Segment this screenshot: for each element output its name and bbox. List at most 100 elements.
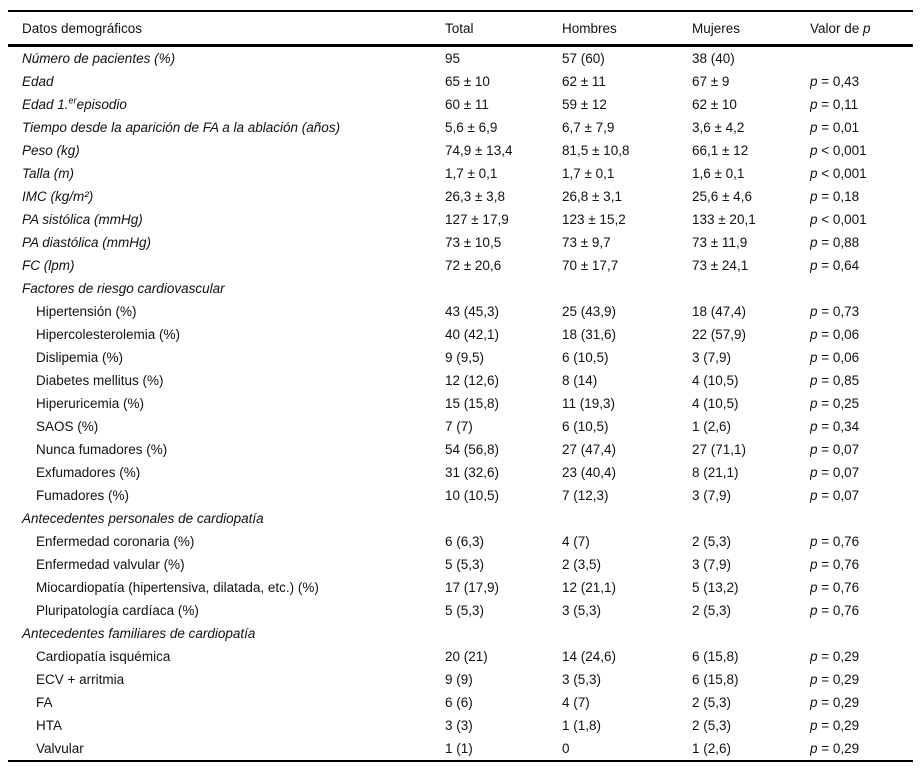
row-label: ECV + arritmia (36, 672, 125, 687)
cell-p-value: p = 0,85 (810, 373, 860, 388)
cell-p-value (810, 507, 913, 530)
table-row: Hiperuricemia (%) 15 (15,8) 11 (19,3) 4 … (8, 392, 913, 415)
cell-mujeres: 3 (7,9) (692, 557, 732, 572)
cell-p-value: p = 0,43 (810, 74, 860, 89)
cell-total: 31 (32,6) (445, 465, 500, 480)
cell-p-value: p = 0,76 (810, 534, 860, 549)
column-header-valor-p: Valor de p (810, 11, 913, 47)
cell-hombres (562, 277, 692, 300)
cell-mujeres: 3 (7,9) (692, 488, 732, 503)
cell-mujeres (692, 507, 810, 530)
row-label: Peso (kg) (22, 143, 80, 158)
cell-hombres: 4 (7) (562, 695, 590, 710)
table-row: Fumadores (%) 10 (10,5) 7 (12,3) 3 (7,9)… (8, 484, 913, 507)
cell-total: 5 (5,3) (445, 603, 485, 618)
cell-p-value: p < 0,001 (810, 212, 867, 227)
row-label: Enfermedad coronaria (%) (36, 534, 195, 549)
cell-total: 43 (45,3) (445, 304, 500, 319)
cell-hombres: 14 (24,6) (562, 649, 617, 664)
cell-hombres: 18 (31,6) (562, 327, 617, 342)
row-label: Pluripatología cardíaca (%) (36, 603, 199, 618)
table-row: IMC (kg/m²) 26,3 ± 3,8 26,8 ± 3,1 25,6 ±… (8, 185, 913, 208)
table-row: FC (lpm) 72 ± 20,6 70 ± 17,7 73 ± 24,1 p… (8, 254, 913, 277)
cell-mujeres: 2 (5,3) (692, 695, 732, 710)
cell-total: 9 (9) (445, 672, 473, 687)
cell-hombres: 81,5 ± 10,8 (562, 143, 630, 158)
cell-total: 54 (56,8) (445, 442, 500, 457)
cell-mujeres: 66,1 ± 12 (692, 143, 749, 158)
cell-total: 72 ± 20,6 (445, 258, 502, 273)
cell-total: 5 (5,3) (445, 557, 485, 572)
cell-mujeres: 38 (40) (692, 51, 735, 66)
p-symbol: p (863, 20, 871, 36)
table-row: Talla (m) 1,7 ± 0,1 1,7 ± 0,1 1,6 ± 0,1 … (8, 162, 913, 185)
cell-hombres: 2 (3,5) (562, 557, 602, 572)
cell-hombres: 57 (60) (562, 51, 605, 66)
cell-mujeres: 8 (21,1) (692, 465, 739, 480)
cell-mujeres: 62 ± 10 (692, 97, 737, 112)
cell-hombres: 1 (1,8) (562, 718, 602, 733)
cell-mujeres: 27 (71,1) (692, 442, 747, 457)
row-label: FC (lpm) (22, 258, 75, 273)
row-label: Miocardiopatía (hipertensiva, dilatada, … (36, 580, 319, 595)
row-label: Valvular (36, 741, 84, 756)
cell-hombres (562, 507, 692, 530)
cell-p-value: p = 0,64 (810, 258, 860, 273)
cell-hombres: 0 (562, 741, 570, 756)
cell-mujeres: 1 (2,6) (692, 741, 732, 756)
cell-mujeres: 1 (2,6) (692, 419, 732, 434)
cell-hombres: 4 (7) (562, 534, 590, 549)
cell-hombres (562, 622, 692, 645)
column-header-mujeres: Mujeres (692, 11, 810, 47)
table-row: Antecedentes personales de cardiopatía (8, 507, 913, 530)
row-label: Hipertensión (%) (36, 304, 137, 319)
cell-total (445, 622, 562, 645)
cell-p-value: p = 0,29 (810, 672, 860, 687)
cell-hombres: 8 (14) (562, 373, 598, 388)
cell-total: 12 (12,6) (445, 373, 500, 388)
cell-p-value: p = 0,29 (810, 695, 860, 710)
table-row: Dislipemia (%) 9 (9,5) 6 (10,5) 3 (7,9) … (8, 346, 913, 369)
cell-hombres: 1,7 ± 0,1 (562, 166, 615, 181)
row-label: IMC (kg/m²) (22, 189, 94, 204)
table-row: SAOS (%) 7 (7) 6 (10,5) 1 (2,6) p = 0,34 (8, 415, 913, 438)
row-label: Antecedentes personales de cardiopatía (22, 511, 264, 526)
row-label: Número de pacientes (%) (22, 51, 176, 66)
table-row: FA 6 (6) 4 (7) 2 (5,3) p = 0,29 (8, 691, 913, 714)
cell-mujeres: 25,6 ± 4,6 (692, 189, 752, 204)
row-label: FA (36, 695, 53, 710)
row-label: Antecedentes familiares de cardiopatía (22, 626, 256, 641)
table-row: Enfermedad valvular (%) 5 (5,3) 2 (3,5) … (8, 553, 913, 576)
cell-total: 127 ± 17,9 (445, 212, 509, 227)
table-row: Hipertensión (%) 43 (45,3) 25 (43,9) 18 … (8, 300, 913, 323)
cell-hombres: 6 (10,5) (562, 350, 609, 365)
cell-total: 1,7 ± 0,1 (445, 166, 498, 181)
cell-p-value: p = 0,01 (810, 120, 860, 135)
cell-p-value: p = 0,06 (810, 350, 860, 365)
cell-total: 65 ± 10 (445, 74, 490, 89)
row-label: Nunca fumadores (%) (36, 442, 168, 457)
table-row: Diabetes mellitus (%) 12 (12,6) 8 (14) 4… (8, 369, 913, 392)
cell-p-value: p = 0,11 (810, 97, 859, 112)
cell-p-value: p < 0,001 (810, 166, 867, 181)
column-header-total: Total (445, 11, 562, 47)
cell-p-value: p = 0,25 (810, 396, 860, 411)
cell-mujeres: 73 ± 11,9 (692, 235, 748, 250)
cell-hombres: 6,7 ± 7,9 (562, 120, 615, 135)
cell-mujeres: 4 (10,5) (692, 396, 739, 411)
cell-mujeres: 22 (57,9) (692, 327, 747, 342)
row-label: Enfermedad valvular (%) (36, 557, 185, 572)
cell-total (445, 277, 562, 300)
cell-p-value: p < 0,001 (810, 143, 867, 158)
cell-total: 9 (9,5) (445, 350, 485, 365)
cell-total: 17 (17,9) (445, 580, 500, 595)
cell-total: 6 (6,3) (445, 534, 485, 549)
table-row: Hipercolesterolemia (%) 40 (42,1) 18 (31… (8, 323, 913, 346)
table-row: Cardiopatía isquémica 20 (21) 14 (24,6) … (8, 645, 913, 668)
cell-total: 20 (21) (445, 649, 488, 664)
cell-mujeres: 3 (7,9) (692, 350, 732, 365)
cell-hombres: 70 ± 17,7 (562, 258, 619, 273)
cell-hombres: 59 ± 12 (562, 97, 607, 112)
cell-mujeres: 3,6 ± 4,2 (692, 120, 745, 135)
cell-hombres: 73 ± 9,7 (562, 235, 611, 250)
